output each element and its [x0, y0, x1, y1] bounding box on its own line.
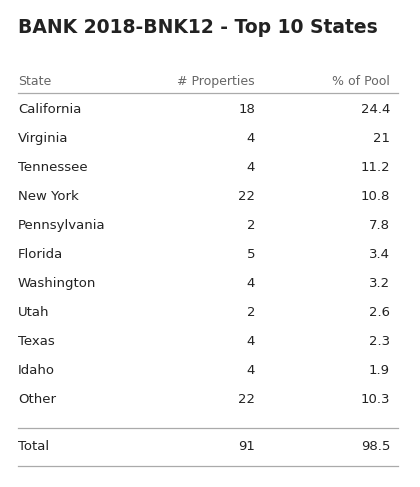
Text: 98.5: 98.5	[361, 440, 390, 453]
Text: Texas: Texas	[18, 335, 55, 348]
Text: % of Pool: % of Pool	[332, 75, 390, 88]
Text: 2.3: 2.3	[369, 335, 390, 348]
Text: Utah: Utah	[18, 306, 50, 319]
Text: Idaho: Idaho	[18, 364, 55, 377]
Text: 10.8: 10.8	[361, 190, 390, 203]
Text: 4: 4	[247, 277, 255, 290]
Text: State: State	[18, 75, 51, 88]
Text: 3.4: 3.4	[369, 248, 390, 261]
Text: 18: 18	[238, 103, 255, 116]
Text: Tennessee: Tennessee	[18, 161, 88, 174]
Text: 1.9: 1.9	[369, 364, 390, 377]
Text: 10.3: 10.3	[360, 393, 390, 406]
Text: 2: 2	[247, 219, 255, 232]
Text: 3.2: 3.2	[369, 277, 390, 290]
Text: 22: 22	[238, 190, 255, 203]
Text: 4: 4	[247, 161, 255, 174]
Text: Virginia: Virginia	[18, 132, 68, 145]
Text: 21: 21	[373, 132, 390, 145]
Text: Pennsylvania: Pennsylvania	[18, 219, 105, 232]
Text: 5: 5	[247, 248, 255, 261]
Text: 11.2: 11.2	[360, 161, 390, 174]
Text: 4: 4	[247, 364, 255, 377]
Text: New York: New York	[18, 190, 79, 203]
Text: 22: 22	[238, 393, 255, 406]
Text: 7.8: 7.8	[369, 219, 390, 232]
Text: 2.6: 2.6	[369, 306, 390, 319]
Text: Total: Total	[18, 440, 49, 453]
Text: Washington: Washington	[18, 277, 96, 290]
Text: 2: 2	[247, 306, 255, 319]
Text: Other: Other	[18, 393, 56, 406]
Text: BANK 2018-BNK12 - Top 10 States: BANK 2018-BNK12 - Top 10 States	[18, 18, 378, 37]
Text: California: California	[18, 103, 81, 116]
Text: 24.4: 24.4	[361, 103, 390, 116]
Text: # Properties: # Properties	[177, 75, 255, 88]
Text: 4: 4	[247, 335, 255, 348]
Text: 4: 4	[247, 132, 255, 145]
Text: 91: 91	[238, 440, 255, 453]
Text: Florida: Florida	[18, 248, 63, 261]
